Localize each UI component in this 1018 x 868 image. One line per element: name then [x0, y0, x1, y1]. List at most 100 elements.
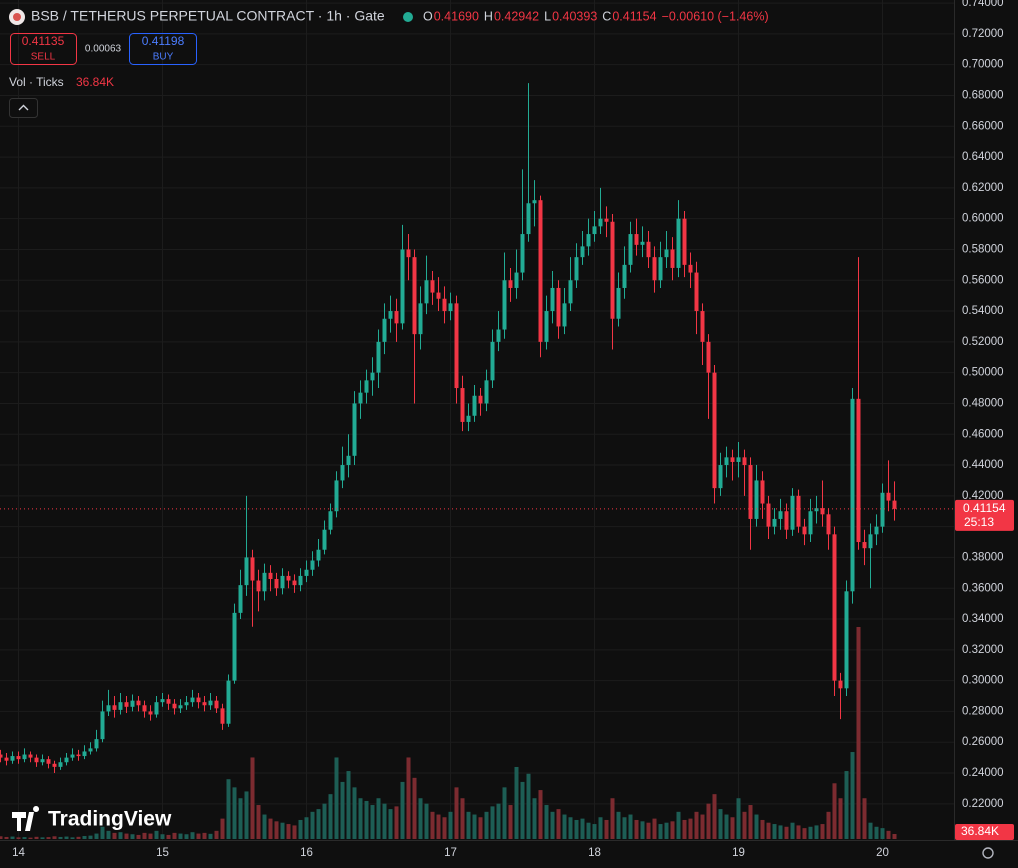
candle-body [784, 511, 789, 530]
volume-value: 36.84K [76, 75, 114, 89]
volume-bar [304, 817, 309, 839]
candle-body [562, 303, 567, 327]
collapse-button[interactable] [9, 98, 38, 118]
volume-bar [214, 830, 219, 839]
candle-body [556, 287, 561, 327]
x-tick-label: 16 [300, 847, 313, 859]
candle-body [274, 578, 279, 589]
volume-bar [226, 779, 231, 839]
volume-bar [196, 833, 201, 839]
candle-body [256, 580, 261, 592]
x-tick-label: 17 [444, 847, 457, 859]
volume-bar [268, 818, 273, 839]
candle-body [238, 585, 243, 613]
candle-body [598, 218, 603, 227]
candle-body [814, 508, 819, 512]
candle-body [100, 711, 105, 740]
volume-bar [760, 819, 765, 839]
volume-bar [232, 787, 237, 839]
volume-bar [436, 814, 441, 839]
candle-body [484, 380, 489, 404]
volume-bar [814, 825, 819, 839]
candle-body [346, 455, 351, 466]
volume-bar [580, 818, 585, 839]
volume-bar [538, 790, 543, 839]
volume-bar [94, 833, 99, 839]
candle-body [388, 311, 393, 319]
candle-body [262, 572, 267, 592]
candle-body [58, 762, 63, 767]
volume-bar [892, 833, 897, 839]
y-tick-label: 0.28000 [962, 705, 1004, 717]
candle-body [130, 700, 135, 707]
volume-bar [412, 777, 417, 839]
volume-bar [484, 811, 489, 839]
volume-bar [592, 824, 597, 839]
candle-body [544, 311, 549, 342]
candle-body [610, 221, 615, 319]
volume-bar [352, 787, 357, 839]
y-tick-label: 0.54000 [962, 305, 1004, 317]
candle-body [550, 287, 555, 312]
candle-body [232, 612, 237, 681]
x-tick-label: 15 [156, 847, 169, 859]
volume-bar [316, 809, 321, 839]
y-tick-label: 0.50000 [962, 367, 1004, 379]
candle-body [736, 457, 741, 462]
volume-bar [886, 830, 891, 839]
buy-button[interactable] [129, 33, 197, 65]
volume-bar [82, 836, 87, 839]
candle-body [730, 457, 735, 462]
volume-bar [736, 798, 741, 839]
candle-body [214, 700, 219, 709]
candle-body [400, 249, 405, 324]
candle-body [382, 318, 387, 342]
buy-label: BUY [153, 52, 174, 63]
sell-button[interactable] [10, 33, 77, 65]
volume-bar [808, 826, 813, 839]
volume-bar [40, 837, 45, 839]
candle-layer [0, 83, 954, 774]
candle-body [178, 705, 183, 709]
volume-bar [148, 833, 153, 839]
volume-bar [832, 783, 837, 839]
candle-body [778, 511, 783, 519]
candle-body [226, 680, 231, 724]
candle-body [748, 465, 753, 519]
settings-icon[interactable] [982, 847, 994, 859]
y-tick-label: 0.38000 [962, 551, 1004, 563]
candle-body [352, 403, 357, 456]
legend-value: 0.41690 [434, 9, 479, 23]
volume-bar [244, 791, 249, 839]
candle-body [370, 372, 375, 381]
legend-value: 0.40393 [552, 9, 597, 23]
candle-body [790, 495, 795, 530]
candle-body [136, 700, 141, 706]
candle-body [46, 759, 51, 764]
candle-body [712, 372, 717, 489]
volume-bar [22, 837, 27, 839]
y-tick-label: 0.42000 [962, 490, 1004, 502]
candle-body [766, 503, 771, 527]
volume-bar [16, 837, 21, 839]
candle-body [838, 680, 843, 689]
y-tick-label: 0.68000 [962, 90, 1004, 102]
candle-body [532, 200, 537, 204]
volume-bar [346, 771, 351, 839]
volume-bar [106, 830, 111, 839]
volume-bar [466, 811, 471, 839]
candle-body [106, 705, 111, 712]
candle-body [586, 234, 591, 247]
candle-body [490, 341, 495, 381]
candle-body [820, 508, 825, 515]
candle-body [892, 500, 897, 509]
volume-bar [838, 798, 843, 839]
volume-bar [790, 822, 795, 839]
volume-bar [46, 837, 51, 839]
volume-bar [250, 757, 255, 839]
candle-body [862, 542, 867, 549]
y-tick-label: 0.56000 [962, 274, 1004, 286]
candle-body [250, 557, 255, 581]
volume-bar [634, 819, 639, 839]
